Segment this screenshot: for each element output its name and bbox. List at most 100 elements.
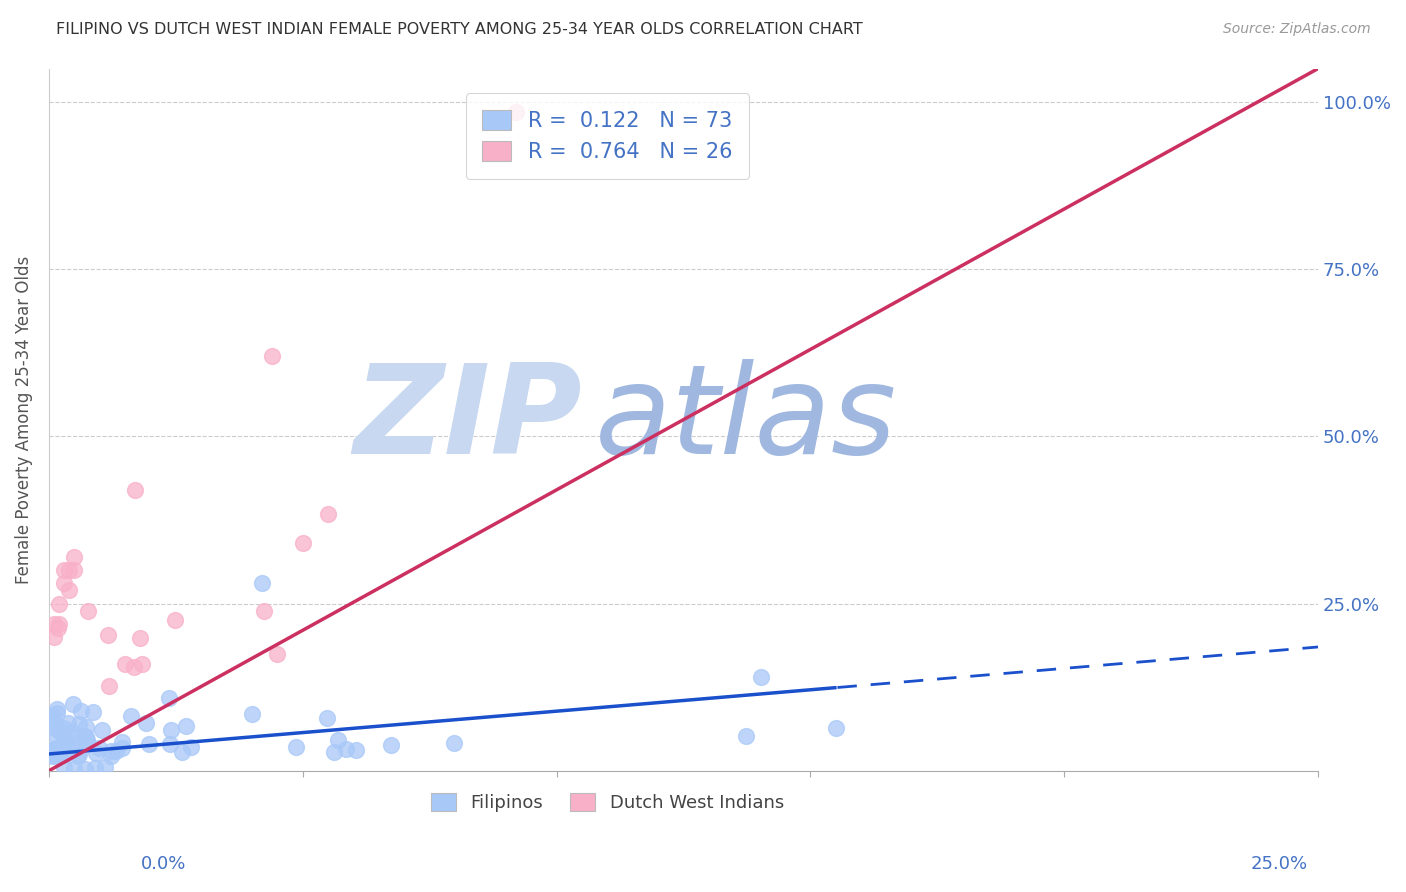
Point: [160, 723, 183, 738]
Point: [53, 563, 76, 577]
Text: Source: ZipAtlas.com: Source: ZipAtlas.com: [1223, 22, 1371, 37]
Point: [66, 730, 89, 744]
Point: [240, 706, 263, 721]
Point: [316, 508, 339, 522]
Point: [76, 733, 98, 747]
Point: [42, 743, 65, 757]
Point: [105, 744, 128, 758]
Point: [114, 657, 136, 671]
Point: [67, 716, 90, 731]
Point: [322, 745, 344, 759]
Point: [75, 730, 97, 744]
Point: [749, 670, 772, 684]
Point: [42, 616, 65, 631]
Point: [42, 630, 65, 644]
Point: [53, 760, 76, 774]
Point: [44, 717, 66, 731]
Point: [62, 697, 84, 711]
Point: [46, 747, 69, 762]
Point: [443, 735, 465, 749]
Point: [52, 748, 75, 763]
Point: [380, 738, 402, 752]
Point: [344, 743, 367, 757]
Point: [165, 613, 187, 627]
Point: [41, 747, 63, 762]
Point: [157, 690, 180, 705]
Point: [129, 631, 152, 645]
Point: [46, 730, 69, 744]
Point: [41, 742, 63, 756]
Point: [46, 706, 69, 721]
Point: [48, 723, 70, 738]
Point: [122, 659, 145, 673]
Point: [100, 748, 122, 763]
Point: [94, 760, 117, 774]
Point: [824, 721, 846, 735]
Point: [70, 704, 93, 718]
Point: [45, 741, 67, 756]
Point: [45, 748, 67, 763]
Point: [48, 597, 70, 611]
Point: [82, 705, 104, 719]
Point: [56, 735, 79, 749]
Point: [41, 709, 63, 723]
Point: [52, 722, 75, 736]
Point: [100, 744, 122, 758]
Point: [58, 583, 80, 598]
Point: [48, 616, 70, 631]
Point: [734, 730, 756, 744]
Point: [45, 702, 67, 716]
Point: [62, 739, 84, 753]
Point: [41, 748, 63, 763]
Point: [87, 741, 110, 756]
Point: [315, 711, 337, 725]
Y-axis label: Female Poverty Among 25-34 Year Olds: Female Poverty Among 25-34 Year Olds: [15, 255, 32, 583]
Text: FILIPINO VS DUTCH WEST INDIAN FEMALE POVERTY AMONG 25-34 YEAR OLDS CORRELATION C: FILIPINO VS DUTCH WEST INDIAN FEMALE POV…: [56, 22, 863, 37]
Point: [159, 737, 181, 751]
Point: [110, 741, 132, 756]
Point: [335, 742, 357, 756]
Point: [63, 549, 86, 564]
Point: [83, 761, 105, 775]
Point: [75, 720, 97, 734]
Point: [49, 746, 72, 760]
Point: [266, 647, 288, 661]
Point: [63, 762, 86, 776]
Point: [75, 729, 97, 743]
Point: [46, 621, 69, 635]
Point: [262, 349, 284, 363]
Legend: Filipinos, Dutch West Indians: Filipinos, Dutch West Indians: [418, 780, 797, 825]
Point: [180, 739, 202, 754]
Point: [53, 576, 76, 591]
Point: [505, 105, 527, 120]
Point: [98, 679, 121, 693]
Point: [291, 536, 314, 550]
Point: [56, 716, 79, 731]
Point: [76, 604, 98, 618]
Point: [44, 721, 66, 735]
Point: [76, 735, 98, 749]
Point: [52, 736, 75, 750]
Point: [131, 657, 153, 671]
Point: [111, 734, 134, 748]
Point: [73, 763, 96, 777]
Point: [328, 733, 350, 747]
Point: [41, 745, 63, 759]
Text: 25.0%: 25.0%: [1250, 855, 1308, 872]
Point: [67, 749, 90, 764]
Point: [138, 738, 160, 752]
Point: [63, 563, 86, 577]
Point: [172, 745, 194, 759]
Point: [67, 747, 90, 761]
Point: [84, 746, 107, 760]
Text: atlas: atlas: [595, 359, 897, 480]
Point: [97, 628, 120, 642]
Point: [58, 563, 80, 577]
Point: [250, 576, 273, 591]
Point: [285, 740, 308, 755]
Point: [46, 742, 69, 756]
Point: [253, 604, 276, 618]
Point: [120, 708, 142, 723]
Point: [174, 719, 197, 733]
Point: [124, 483, 146, 497]
